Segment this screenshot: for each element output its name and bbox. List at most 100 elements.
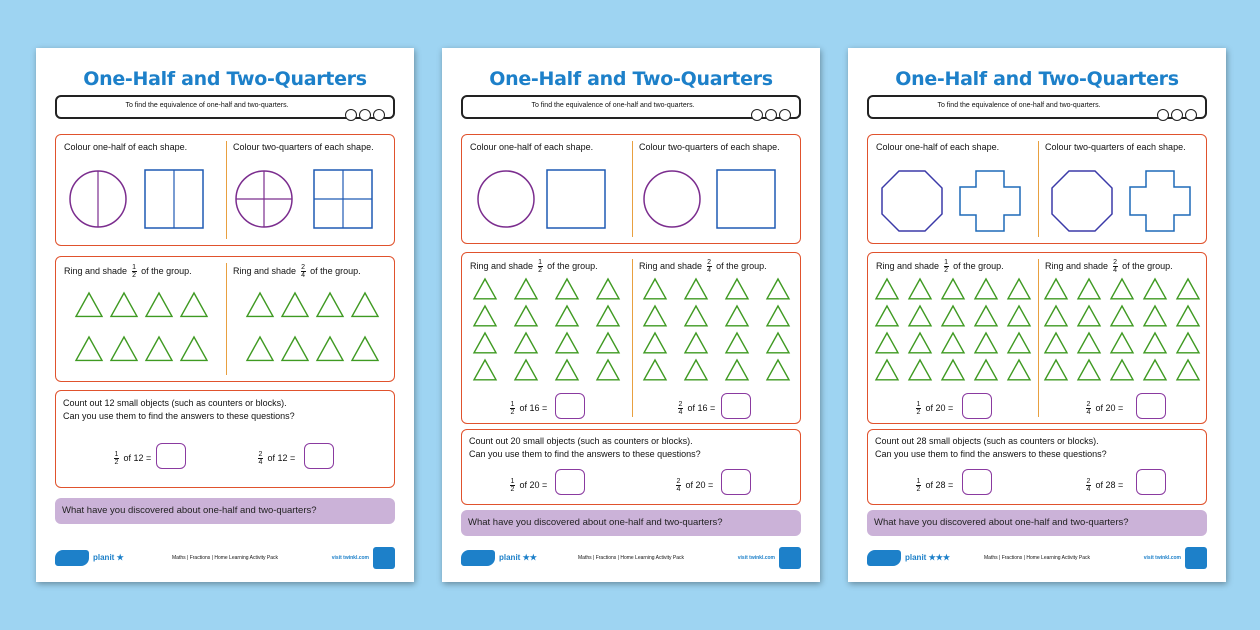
triangle-icon[interactable] (765, 358, 791, 381)
triangle-icon[interactable] (1142, 358, 1168, 381)
triangle-icon[interactable] (1142, 331, 1168, 354)
triangle-icon[interactable] (472, 304, 498, 327)
triangle-icon[interactable] (595, 358, 621, 381)
triangle-icon[interactable] (683, 304, 709, 327)
triangle-icon[interactable] (973, 304, 999, 327)
triangle-icon[interactable] (1076, 277, 1102, 300)
triangle-group-quarter[interactable] (1043, 277, 1211, 389)
triangle-icon[interactable] (1006, 331, 1032, 354)
triangle-icon[interactable] (642, 331, 668, 354)
triangle-icon[interactable] (907, 277, 933, 300)
triangle-icon[interactable] (74, 335, 104, 362)
triangle-icon[interactable] (554, 331, 580, 354)
triangle-icon[interactable] (874, 358, 900, 381)
triangle-icon[interactable] (874, 277, 900, 300)
triangle-group-quarter[interactable] (245, 291, 395, 376)
cross-shape-2[interactable] (1128, 169, 1192, 233)
triangle-icon[interactable] (1175, 331, 1201, 354)
answer-box-quarter[interactable] (721, 469, 751, 495)
triangle-icon[interactable] (765, 304, 791, 327)
triangle-icon[interactable] (1175, 277, 1201, 300)
triangle-icon[interactable] (724, 331, 750, 354)
answer-box-half[interactable] (156, 443, 186, 469)
discover-prompt[interactable]: What have you discovered about one-half … (55, 498, 395, 524)
triangle-group-half[interactable] (874, 277, 1042, 389)
triangle-icon[interactable] (144, 335, 174, 362)
triangle-icon[interactable] (513, 304, 539, 327)
circle-shape[interactable] (476, 169, 536, 229)
triangle-icon[interactable] (874, 331, 900, 354)
footer-link[interactable]: visit twinkl.com (331, 555, 369, 561)
triangle-icon[interactable] (245, 335, 275, 362)
group-answer-box-quarter[interactable] (1136, 393, 1166, 419)
triangle-icon[interactable] (940, 277, 966, 300)
triangle-icon[interactable] (642, 304, 668, 327)
triangle-icon[interactable] (1175, 358, 1201, 381)
triangle-icon[interactable] (74, 291, 104, 318)
group-answer-box-half[interactable] (555, 393, 585, 419)
triangle-icon[interactable] (724, 277, 750, 300)
triangle-icon[interactable] (1109, 277, 1135, 300)
circle-halves-shape[interactable] (68, 169, 128, 229)
triangle-icon[interactable] (315, 335, 345, 362)
triangle-icon[interactable] (513, 331, 539, 354)
triangle-icon[interactable] (724, 358, 750, 381)
footer-link[interactable]: visit twinkl.com (1143, 555, 1181, 561)
triangle-icon[interactable] (280, 291, 310, 318)
triangle-icon[interactable] (765, 277, 791, 300)
triangle-icon[interactable] (724, 304, 750, 327)
triangle-icon[interactable] (1175, 304, 1201, 327)
square-quarters-shape[interactable] (313, 169, 373, 229)
triangle-icon[interactable] (907, 304, 933, 327)
triangle-icon[interactable] (595, 304, 621, 327)
octagon-shape-2[interactable] (1050, 169, 1114, 233)
triangle-icon[interactable] (1109, 331, 1135, 354)
triangle-icon[interactable] (973, 331, 999, 354)
triangle-icon[interactable] (595, 277, 621, 300)
triangle-icon[interactable] (554, 304, 580, 327)
triangle-icon[interactable] (1109, 358, 1135, 381)
discover-prompt[interactable]: What have you discovered about one-half … (867, 510, 1207, 536)
triangle-icon[interactable] (940, 304, 966, 327)
triangle-icon[interactable] (245, 291, 275, 318)
discover-prompt[interactable]: What have you discovered about one-half … (461, 510, 801, 536)
triangle-icon[interactable] (683, 358, 709, 381)
triangle-icon[interactable] (642, 358, 668, 381)
group-answer-box-quarter[interactable] (721, 393, 751, 419)
triangle-icon[interactable] (683, 277, 709, 300)
triangle-icon[interactable] (472, 358, 498, 381)
circle-quarters-shape[interactable] (234, 169, 294, 229)
answer-box-half[interactable] (962, 469, 992, 495)
triangle-group-quarter[interactable] (642, 277, 807, 389)
triangle-icon[interactable] (940, 331, 966, 354)
triangle-icon[interactable] (642, 277, 668, 300)
circle-shape-2[interactable] (642, 169, 702, 229)
triangle-icon[interactable] (1076, 304, 1102, 327)
triangle-icon[interactable] (350, 335, 380, 362)
cross-shape[interactable] (958, 169, 1022, 233)
triangle-icon[interactable] (1043, 304, 1069, 327)
triangle-icon[interactable] (1142, 304, 1168, 327)
triangle-icon[interactable] (683, 331, 709, 354)
triangle-icon[interactable] (907, 331, 933, 354)
triangle-icon[interactable] (554, 277, 580, 300)
triangle-icon[interactable] (472, 331, 498, 354)
triangle-icon[interactable] (940, 358, 966, 381)
triangle-icon[interactable] (1109, 304, 1135, 327)
triangle-icon[interactable] (1006, 277, 1032, 300)
triangle-icon[interactable] (554, 358, 580, 381)
answer-box-half[interactable] (555, 469, 585, 495)
answer-box-quarter[interactable] (304, 443, 334, 469)
triangle-icon[interactable] (179, 291, 209, 318)
octagon-shape[interactable] (880, 169, 944, 233)
triangle-icon[interactable] (1076, 358, 1102, 381)
triangle-icon[interactable] (907, 358, 933, 381)
triangle-icon[interactable] (595, 331, 621, 354)
triangle-icon[interactable] (315, 291, 345, 318)
square-shape[interactable] (546, 169, 606, 229)
square-shape-2[interactable] (716, 169, 776, 229)
triangle-icon[interactable] (472, 277, 498, 300)
triangle-icon[interactable] (1043, 358, 1069, 381)
triangle-icon[interactable] (1043, 277, 1069, 300)
triangle-group-half[interactable] (472, 277, 637, 389)
